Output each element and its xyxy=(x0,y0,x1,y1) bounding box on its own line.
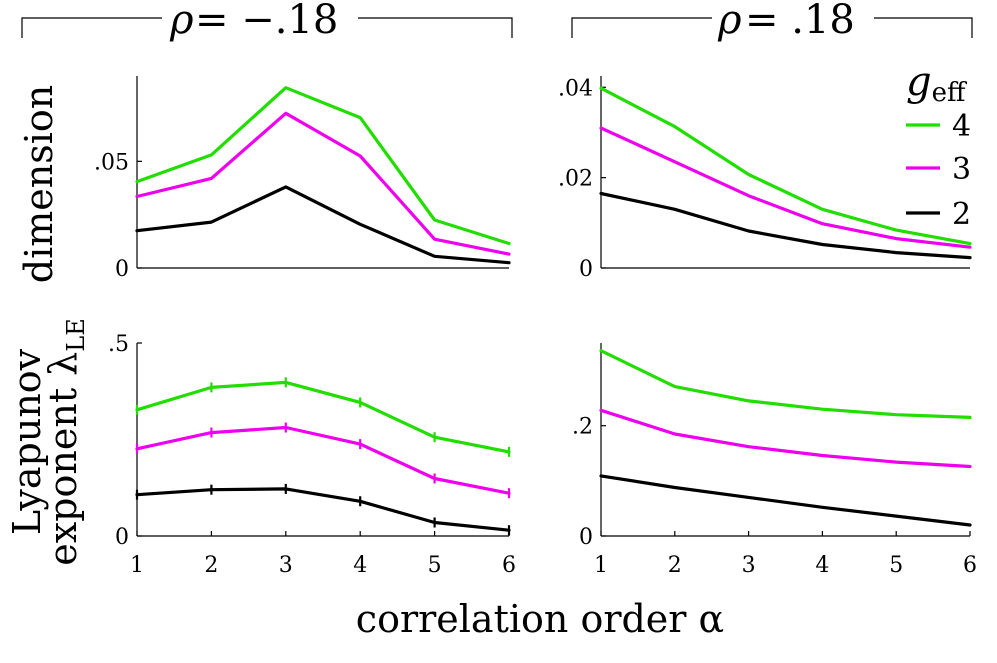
y-tick-label: .02 xyxy=(558,167,593,192)
header-right-rho: ρ xyxy=(717,0,742,43)
x-tick-label: 2 xyxy=(204,553,218,578)
x-tick-label: 5 xyxy=(428,553,442,578)
y-tick-label: .2 xyxy=(572,415,593,440)
x-tick-label: 3 xyxy=(279,553,293,578)
y-tick-label: .5 xyxy=(108,332,129,357)
series-line-g2 xyxy=(599,474,972,527)
x-tick-label: 2 xyxy=(668,553,682,578)
series-line-g2 xyxy=(135,185,511,265)
header-right-value: = .18 xyxy=(745,0,855,43)
panel-lyapunov-pos: 0 .2 1 2 3 4 5 6 xyxy=(572,343,977,578)
y-tick-label: 0 xyxy=(115,257,129,282)
ylabel-lyapunov-main: exponent λ xyxy=(41,352,85,566)
panel-lyapunov-neg: 0 .5 1 2 3 4 5 6 xyxy=(108,332,516,578)
bracket-left xyxy=(21,17,513,38)
series-line-g2 xyxy=(599,191,972,260)
legend-label-4: 4 xyxy=(952,109,971,144)
legend-title-sub: eff xyxy=(932,78,968,108)
series-line-g3 xyxy=(599,126,972,249)
legend-label-2: 2 xyxy=(952,197,971,232)
ylabel-lyapunov-line1: Lyapunov xyxy=(5,348,49,535)
y-tick-label: 0 xyxy=(579,257,593,282)
series-line-g4 xyxy=(135,380,511,454)
x-tick-label: 3 xyxy=(742,553,756,578)
series-line-g2 xyxy=(135,487,511,532)
ylabel-lyapunov-sub: LE xyxy=(62,318,90,351)
y-tick-label: 0 xyxy=(115,525,129,550)
panel-dimension-neg: 0.05 xyxy=(94,76,511,282)
x-tick-label: 6 xyxy=(502,553,516,578)
series-line-g4 xyxy=(599,349,972,419)
x-tick-label: 1 xyxy=(130,553,144,578)
y-tick-label: .05 xyxy=(94,150,129,175)
ylabel-dimension: dimension xyxy=(17,85,61,283)
x-tick-label: 4 xyxy=(815,553,829,578)
header-left-rho: ρ xyxy=(169,0,194,43)
x-tick-label: 1 xyxy=(594,553,608,578)
x-tick-label: 4 xyxy=(353,553,367,578)
legend-title-main: g xyxy=(906,59,932,105)
series-line-g4 xyxy=(599,86,972,246)
header-left: ρ = −.18 xyxy=(21,0,513,43)
y-tick-label: .04 xyxy=(558,76,593,101)
series-line-g3 xyxy=(135,111,511,256)
x-tick-label: 6 xyxy=(963,553,977,578)
ylabel-lyapunov-line2: exponent λLE xyxy=(41,318,90,565)
bracket-right xyxy=(571,17,973,38)
series-line-g4 xyxy=(135,86,511,246)
header-left-value: = −.18 xyxy=(195,0,338,43)
xlabel: correlation order α xyxy=(356,597,724,641)
x-tick-label: 5 xyxy=(889,553,903,578)
series-line-g3 xyxy=(135,425,511,495)
y-tick-label: 0 xyxy=(579,525,593,550)
series-line-g3 xyxy=(599,408,972,469)
panel-dimension-pos: 0 .02 .04 xyxy=(558,76,972,282)
ylabel-lyapunov: Lyapunov exponent λLE xyxy=(5,318,90,565)
legend-label-3: 3 xyxy=(952,152,971,187)
legend: geff 4 3 2 xyxy=(906,59,971,232)
header-right: ρ = .18 xyxy=(571,0,973,43)
legend-title: geff xyxy=(906,59,968,108)
